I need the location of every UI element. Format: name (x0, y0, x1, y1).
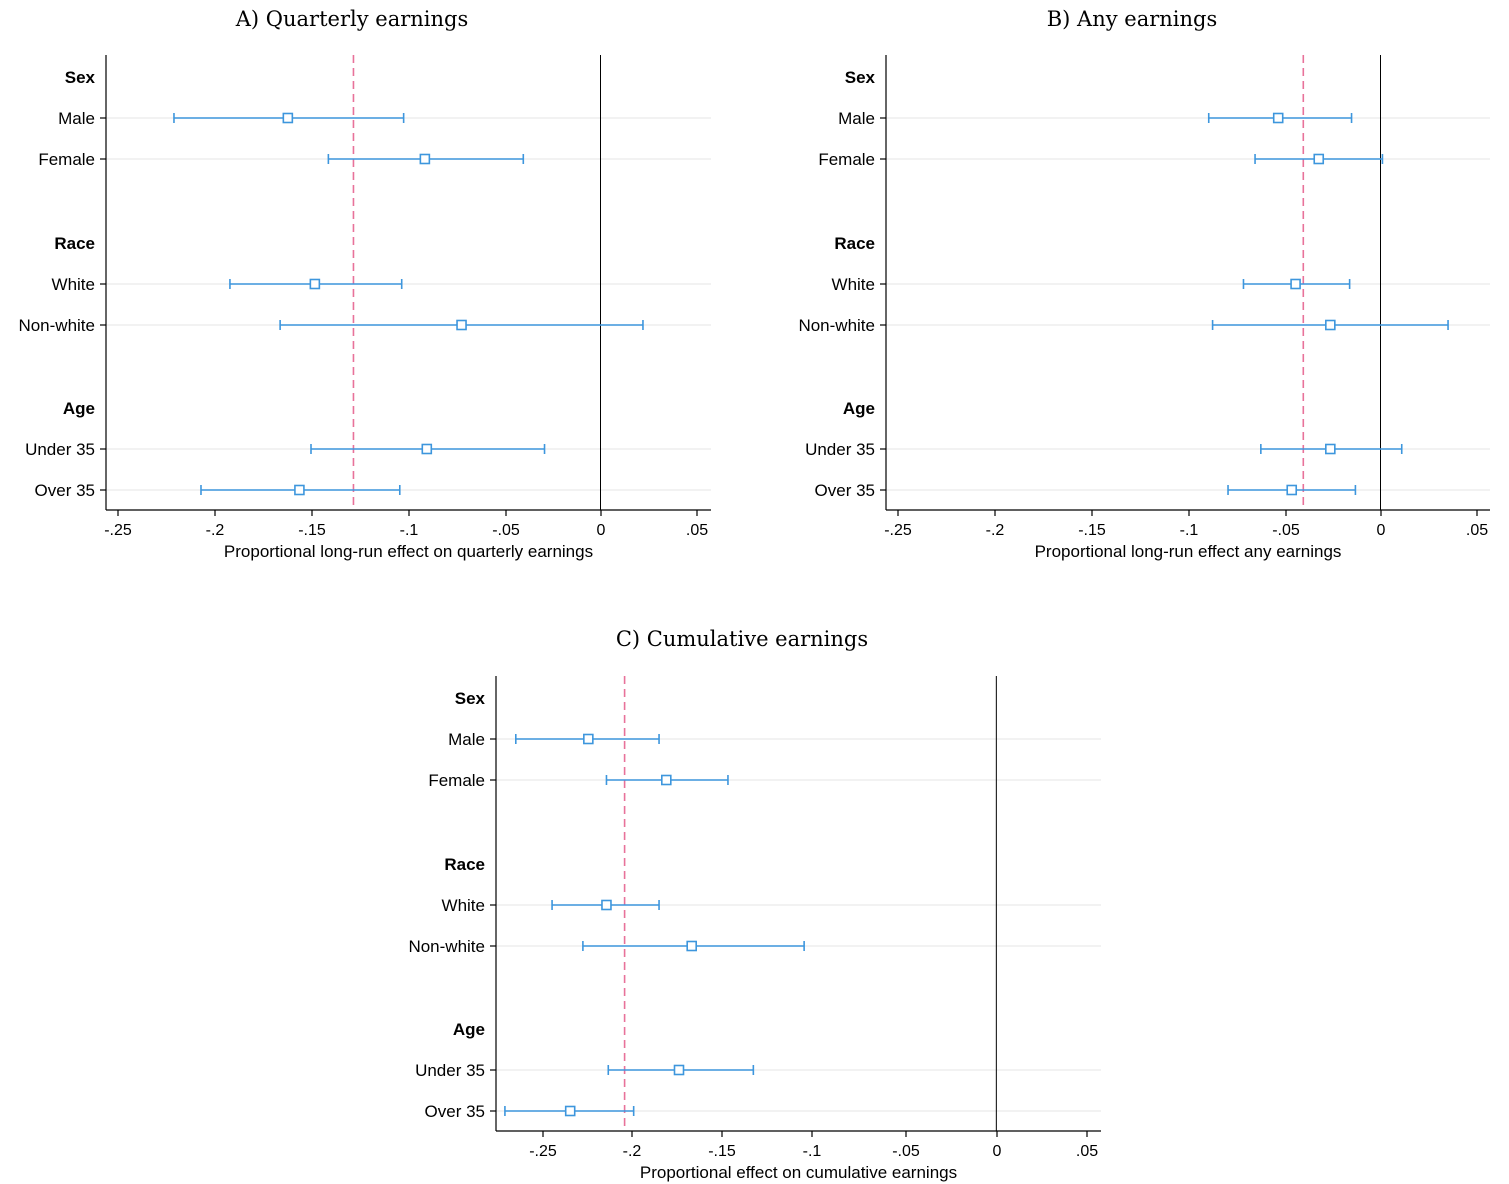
group-header: Sex (455, 689, 486, 708)
point-estimate-marker (673, 1064, 685, 1076)
point-estimate-marker (686, 940, 697, 952)
point-estimate-marker (564, 1105, 576, 1117)
point-estimate-marker (601, 899, 612, 911)
y-category-label: Over 35 (815, 481, 875, 500)
point-estimate-marker (1286, 484, 1298, 496)
point-estimate-marker (1325, 319, 1336, 331)
x-axis-label: Proportional long-run effect on quarterl… (224, 542, 593, 561)
point-estimate-marker (661, 774, 672, 786)
chart-title: A) Quarterly earnings (235, 7, 468, 31)
x-tick-label: .05 (1076, 1143, 1098, 1160)
x-tick-label: -.05 (1272, 522, 1300, 539)
x-tick-label: -.2 (206, 522, 225, 539)
x-axis-label: Proportional long-run effect any earning… (1035, 542, 1342, 561)
point-estimate-marker (456, 319, 467, 331)
group-header: Age (63, 399, 95, 418)
point-estimate-marker (1313, 153, 1325, 165)
y-category-label: Non-white (408, 937, 485, 956)
y-category-label: Non-white (18, 316, 95, 335)
x-tick-label: -.05 (892, 1143, 920, 1160)
x-tick-label: -.2 (623, 1143, 642, 1160)
y-category-label: White (442, 896, 485, 915)
y-category-label: White (832, 275, 875, 294)
x-axis-label: Proportional effect on cumulative earnin… (640, 1163, 957, 1182)
y-category-label: Female (428, 771, 485, 790)
x-tick-label: -.1 (400, 522, 419, 539)
x-tick-label: -.1 (1180, 522, 1199, 539)
chart-panel-1: B) Any earnings -.25 -.2 -.15 -.1 -.05 0 .05 Pro… (798, 7, 1490, 561)
y-category-label: Under 35 (415, 1061, 485, 1080)
group-header: Age (843, 399, 875, 418)
group-header: Sex (65, 68, 96, 87)
chart-title: C) Cumulative earnings (616, 627, 868, 651)
group-header: Sex (845, 68, 876, 87)
x-tick-label: -.15 (1078, 522, 1106, 539)
point-estimate-marker (1272, 112, 1284, 124)
x-tick-label: -.25 (529, 1143, 557, 1160)
x-tick-label: 0 (993, 1143, 1002, 1160)
point-estimate-marker (419, 153, 431, 165)
x-tick-label: -.2 (986, 522, 1005, 539)
y-category-label: Over 35 (425, 1102, 485, 1121)
y-category-label: Non-white (798, 316, 875, 335)
y-category-label: Under 35 (25, 440, 95, 459)
x-tick-label: 0 (597, 522, 606, 539)
y-category-label: White (52, 275, 95, 294)
x-tick-label: .05 (686, 522, 708, 539)
group-header: Race (834, 234, 875, 253)
y-category-label: Male (58, 109, 95, 128)
x-tick-label: -.05 (492, 522, 520, 539)
x-tick-label: -.15 (708, 1143, 736, 1160)
group-header: Race (54, 234, 95, 253)
point-estimate-marker (282, 112, 294, 124)
point-estimate-marker (294, 484, 305, 496)
y-category-label: Male (838, 109, 875, 128)
point-estimate-marker (583, 733, 594, 745)
x-tick-label: -.15 (298, 522, 326, 539)
point-estimate-marker (1325, 443, 1336, 455)
x-tick-label: 0 (1377, 522, 1386, 539)
y-category-label: Female (818, 150, 875, 169)
chart-panel-2: C) Cumulative earnings -.25 -.2 -.15 -.1 -.05… (408, 627, 1101, 1182)
point-estimate-marker (1290, 278, 1301, 290)
point-estimate-marker (421, 443, 433, 455)
x-tick-label: -.1 (803, 1143, 822, 1160)
chart-panel-0: A) Quarterly earnings -.25 -.2 -.15 -.1 -.05 0… (18, 7, 711, 561)
y-category-label: Over 35 (35, 481, 95, 500)
point-estimate-marker (309, 278, 321, 290)
chart-title: B) Any earnings (1047, 7, 1218, 31)
y-category-label: Female (38, 150, 95, 169)
x-tick-label: -.25 (884, 522, 912, 539)
x-tick-label: -.25 (104, 522, 132, 539)
group-header: Race (444, 855, 485, 874)
group-header: Age (453, 1020, 485, 1039)
y-category-label: Male (448, 730, 485, 749)
y-category-label: Under 35 (805, 440, 875, 459)
x-tick-label: .05 (1466, 522, 1488, 539)
